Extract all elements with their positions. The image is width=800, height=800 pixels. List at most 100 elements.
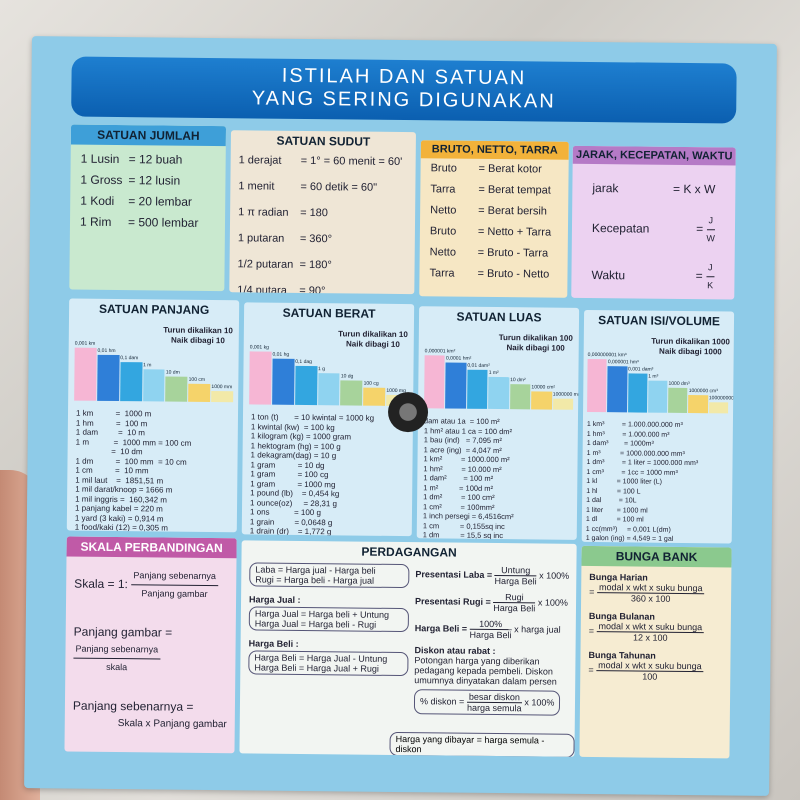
section-header: SATUAN ISI/VOLUME xyxy=(598,313,720,329)
list-item: Tarra = Berat tempat xyxy=(430,181,558,199)
section-header: SKALA PERBANDINGAN xyxy=(66,536,237,559)
unit-list: 1 ton (t) = 10 kwintal = 1000 kg 1 kwint… xyxy=(249,412,375,537)
numerator: J xyxy=(705,259,715,278)
step-bar xyxy=(363,387,386,406)
jarak-label: jarak xyxy=(592,180,619,196)
skala-prefix: 1: xyxy=(117,576,129,591)
waktu-label: Waktu xyxy=(591,267,626,283)
item-value: = 12 buah xyxy=(128,152,183,167)
step-label: 0,1 dag xyxy=(295,358,312,365)
item-value: = 500 lembar xyxy=(127,215,199,230)
presentasi-laba: Presentasi Laba = Untung Harga Beli x 100… xyxy=(415,564,573,587)
step-bar xyxy=(142,369,165,402)
step-label: 0,001 km xyxy=(74,340,96,347)
bunga-section: BUNGA BANK Bunga Harian = modal x wkt x … xyxy=(579,545,732,759)
note: Turun dikalikan 1000 Naik dibagi 1000 xyxy=(651,336,730,356)
satuan-panjang-section: SATUAN PANJANG Turun dikalikan 10 Naik d… xyxy=(66,298,240,533)
harga-beli-title: Harga Beli : xyxy=(248,638,299,649)
item-key: 1/2 putaran xyxy=(237,258,294,271)
denominator: Harga Beli xyxy=(494,575,537,587)
item-key: Tarra xyxy=(429,267,455,280)
step-label: 0,001 kg xyxy=(249,344,269,351)
item-key: 1 Lusin xyxy=(80,151,120,167)
skala-section: SKALA PERBANDINGAN Skala = 1: Panjang se… xyxy=(64,536,237,754)
section-header: JARAK, KECEPATAN, WAKTU xyxy=(572,145,736,166)
step-bar xyxy=(317,372,340,406)
step-bar xyxy=(294,365,318,406)
step-label: 1 m³ xyxy=(648,373,659,380)
step-bar xyxy=(96,354,120,402)
multiplier: x harga jual xyxy=(514,624,561,635)
jarak-formula: jarak = K x W xyxy=(592,180,715,198)
step-label: 0,000001 km² xyxy=(424,347,456,355)
perdagangan-section: PERDAGANGAN Laba = Harga jual - Harga be… xyxy=(239,540,577,757)
step-label: 0,01 hg xyxy=(272,351,290,358)
spinner-rivet xyxy=(387,391,429,433)
item-key: Bruto xyxy=(429,225,457,238)
step-bar xyxy=(688,394,708,414)
item-key: 1 Gross xyxy=(80,172,123,188)
step-bar xyxy=(488,376,510,410)
sebenarnya-value: Skala x Panjang gambar xyxy=(117,718,227,731)
item-value: = 60 detik = 60" xyxy=(300,180,378,194)
item-value: = 180° xyxy=(299,258,332,272)
label: % diskon = xyxy=(419,696,465,707)
note: Turun dikalikan 100 Naik dibagi 100 xyxy=(498,333,573,353)
satuan-berat-section: SATUAN BERAT Turun dikalikan 10 Naik dib… xyxy=(241,302,415,537)
step-bar xyxy=(647,380,668,413)
step-label: 1000000 cm³ xyxy=(688,387,718,395)
step-label: 1 g xyxy=(318,365,326,373)
step-bar xyxy=(211,390,234,403)
step-bar xyxy=(249,351,272,405)
note: Turun dikalikan 10 Naik dibagi 10 xyxy=(163,325,233,345)
item-value: = 360° xyxy=(299,232,333,246)
harga-beli-box: Harga Beli = Harga Jual - Untung Harga B… xyxy=(248,650,409,677)
item-value: = Berat kotor xyxy=(478,162,542,176)
luas-chart: 0,000001 km² 0,0001 hm² 0,01 dam² 1 m² 10 dm… xyxy=(424,347,579,410)
harga-beli-formula: Harga Beli = Harga Jual + Rugi xyxy=(254,662,379,674)
step-label: 1 m² xyxy=(488,369,499,376)
step-label: 0,001 dam³ xyxy=(628,366,654,373)
list-item: Netto = Bruto - Tarra xyxy=(430,244,558,262)
denominator: Panjang gambar xyxy=(141,588,208,599)
item-value: = 1° = 60 menit = 60' xyxy=(300,154,403,169)
list-item: 1/2 putaran = 180° xyxy=(237,256,406,275)
section-header: SATUAN SUDUT xyxy=(276,133,371,149)
item-key: 1 putaran xyxy=(237,232,285,245)
label: Harga Beli = xyxy=(414,623,468,634)
section-header: BRUTO, NETTO, TARRA xyxy=(420,140,569,160)
item-value: = 12 lusin xyxy=(128,173,181,188)
harga-jual-formula: Harga Jual = Harga beli - Rugi xyxy=(254,618,377,630)
list-item: 1 Gross = 12 lusin xyxy=(80,172,215,190)
step-bar xyxy=(509,384,531,410)
section-header: SATUAN BERAT xyxy=(282,305,376,321)
unit-list: 1 km³ = 1.000.000.000 m³ 1 hm³ = 1.000.0… xyxy=(585,420,699,543)
satuan-luas-section: SATUAN LUAS Turun dikalikan 100 Naik dib… xyxy=(416,306,580,540)
multiplier: x 100% xyxy=(537,597,568,608)
satuan-isi-section: SATUAN ISI/VOLUME Turun dikalikan 1000 N… xyxy=(581,309,735,544)
numerator: J xyxy=(706,212,716,231)
list-item: 1 putaran = 360° xyxy=(238,230,407,249)
rugi-formula: Rugi = Harga beli - Harga jual xyxy=(255,574,375,586)
list-item: Tarra = Bruto - Netto xyxy=(429,265,557,283)
unit-list: 1 km = 1000 m 1 hm = 100 m 1 dam = 10 m … xyxy=(74,408,192,533)
denominator: 360 x 100 xyxy=(630,593,671,604)
step-label: 0,0001 hm² xyxy=(445,355,472,362)
kecepatan-label: Kecepatan xyxy=(591,220,650,236)
list-item: 1 Rim = 500 lembar xyxy=(80,214,215,232)
isi-chart: 0,000000001 km³ 0,000001 hm³ 0,001 dam³ 1 m… xyxy=(587,352,734,414)
section-header: SATUAN LUAS xyxy=(456,309,542,325)
list-item: 1 π radian = 180 xyxy=(238,204,407,223)
item-value: = 20 lembar xyxy=(128,194,193,209)
panjang-chart: 0,001 km 0,01 hm 0,1 dam 1 m 10 dm 100 cm 1000… xyxy=(74,340,235,403)
step-bar xyxy=(424,354,446,409)
section-header: BUNGA BANK xyxy=(581,545,732,568)
list-item: 1 Lusin = 12 buah xyxy=(81,151,216,169)
step-label: 10 dm xyxy=(165,369,180,376)
list-item: 1 menit = 60 detik = 60" xyxy=(238,178,407,197)
item-key: 1 Rim xyxy=(79,214,112,229)
denominator: K xyxy=(707,280,714,291)
numerator: Panjang sebenarnya xyxy=(73,640,161,660)
gambar-formula: Panjang gambar = Panjang sebenarnya skala xyxy=(73,624,228,678)
